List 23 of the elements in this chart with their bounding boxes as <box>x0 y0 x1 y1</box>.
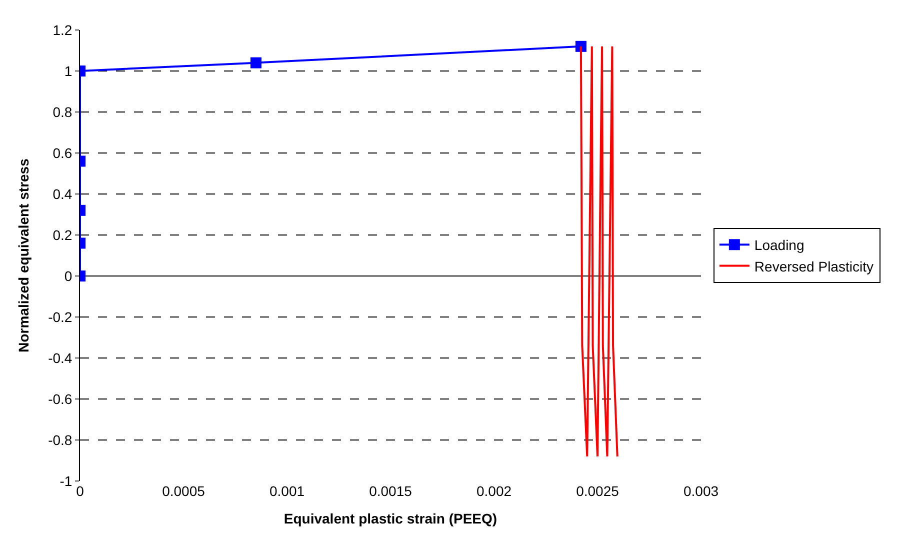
y-tick-label: 0.8 <box>52 104 72 120</box>
x-tick-label: 0.0025 <box>576 483 620 499</box>
y-tick-label: -0.4 <box>48 350 72 366</box>
x-tick-label: 0.002 <box>476 483 512 499</box>
y-tick-label: 0.6 <box>52 144 72 161</box>
y-tick-label: 1.2 <box>52 22 72 38</box>
y-tick-label: -0.6 <box>48 390 72 407</box>
x-tick-label: 0.0015 <box>369 483 412 499</box>
y-axis-title: Normalized equivalent stress <box>16 158 32 352</box>
y-tick-label: 0.4 <box>52 186 72 202</box>
y-tick-label: 1 <box>64 62 72 79</box>
x-axis-title: Equivalent plastic strain (PEEQ) <box>284 510 498 526</box>
legend-label: Reversed Plasticity <box>754 258 874 274</box>
x-tick-label: 0 <box>76 483 84 499</box>
legend-label: Loading <box>754 237 804 254</box>
y-tick-label: -0.8 <box>48 432 72 448</box>
x-tick-label: 0.0005 <box>162 483 206 499</box>
y-tick-label: 0 <box>64 268 72 284</box>
y-tick-label: 0.2 <box>52 226 72 243</box>
x-tick-label: 0.003 <box>683 483 719 499</box>
y-tick-label: -0.2 <box>48 308 72 325</box>
y-tick-label: -1 <box>60 472 72 489</box>
x-tick-label: 0.001 <box>269 483 305 499</box>
